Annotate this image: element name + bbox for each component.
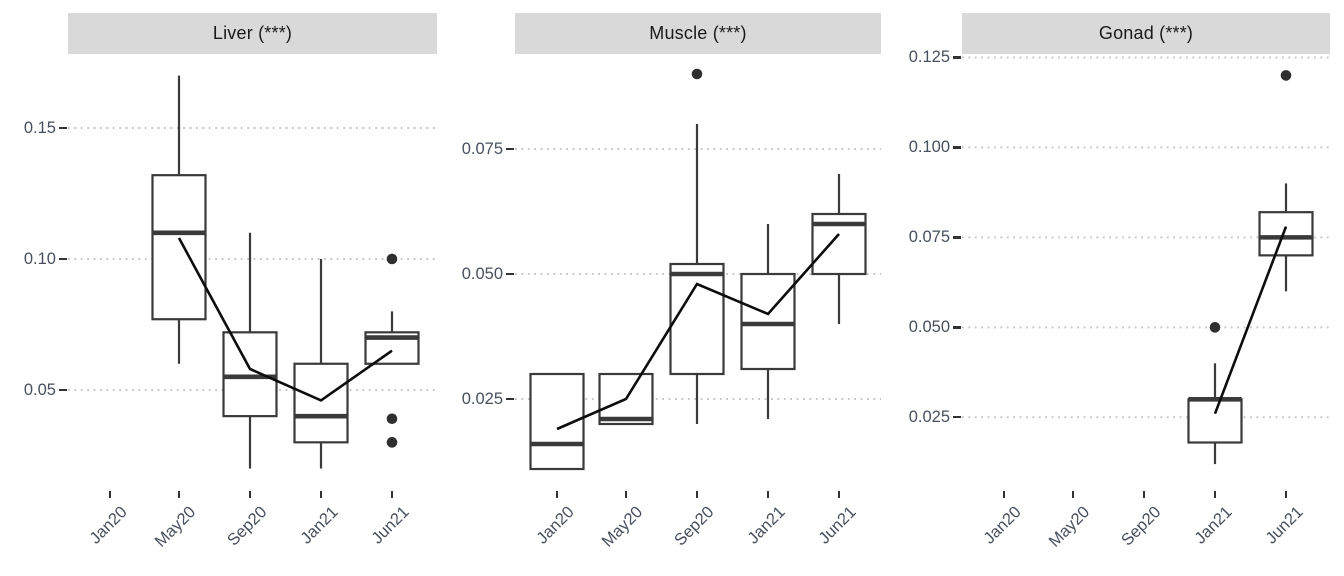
x-axis-tick-mark — [1213, 491, 1217, 498]
y-axis-tick-mark — [953, 146, 961, 149]
facet-title: Muscle (***) — [649, 23, 747, 43]
x-axis-tick-label: May20 — [151, 503, 200, 551]
mean-trend-line — [177, 237, 393, 402]
x-axis-tick-mark — [837, 491, 841, 498]
outlier-point — [386, 253, 398, 265]
outlier-point — [691, 68, 703, 80]
facet-strip: Muscle (***) — [515, 13, 881, 54]
x-axis-tick-mark — [1142, 491, 1146, 498]
x-axis-tick-mark — [1071, 491, 1075, 498]
x-axis-tick-mark — [555, 491, 559, 498]
y-axis-tick-label: 0.125 — [908, 48, 950, 67]
x-axis-tick-label: Jan21 — [297, 503, 342, 548]
y-axis-tick-label: 0.025 — [908, 408, 950, 427]
x-axis-tick-label: Jan20 — [980, 503, 1025, 548]
y-axis-tick-label: 0.075 — [908, 228, 950, 247]
x-axis-tick-label: Sep20 — [224, 503, 271, 550]
boxplot-box — [1187, 398, 1243, 444]
boxplot-box — [222, 331, 278, 418]
y-axis-tick-mark — [953, 56, 961, 59]
boxplot-box — [740, 272, 796, 371]
x-axis-tick-label: May20 — [598, 503, 647, 551]
y-axis-tick-label: 0.075 — [461, 140, 503, 158]
x-axis-tick-label: Jan20 — [86, 503, 131, 548]
y-axis-tick-label: 0.100 — [908, 138, 950, 157]
outlier-point — [386, 437, 398, 448]
boxplot-box — [1258, 211, 1314, 257]
boxplot-box — [151, 174, 207, 321]
y-axis-tick-mark — [59, 126, 67, 130]
facet-title: Liver (***) — [212, 23, 293, 43]
y-axis-tick-mark — [506, 272, 514, 276]
x-axis-tick-mark — [1284, 491, 1288, 498]
y-axis-tick-label: 0.05 — [23, 380, 56, 399]
facet-strip: Liver (***) — [68, 13, 437, 54]
y-axis-tick-mark — [953, 416, 961, 419]
panel-plot-area — [68, 75, 437, 469]
y-axis-tick-label: 0.15 — [23, 119, 56, 138]
x-axis-tick-label: Sep20 — [671, 503, 718, 550]
outlier-point — [1209, 322, 1221, 333]
x-axis-tick-label: Jan21 — [744, 503, 789, 548]
y-axis-tick-mark — [59, 388, 67, 392]
x-axis-tick-label: May20 — [1045, 503, 1094, 551]
y-axis-tick-mark — [59, 257, 67, 261]
x-axis-tick-mark — [177, 491, 181, 498]
x-axis-tick-mark — [1002, 491, 1006, 498]
mean-trend-line — [556, 233, 840, 431]
x-axis-tick-label: Jun21 — [368, 503, 413, 548]
panel-plot-area — [515, 68, 881, 471]
x-axis-tick-label: Jan21 — [1191, 503, 1236, 548]
outlier-point — [1280, 70, 1292, 81]
y-axis-tick-label: 0.025 — [461, 390, 503, 408]
y-axis-tick-label: 0.10 — [23, 249, 56, 268]
y-axis-tick-label: 0.050 — [461, 265, 503, 283]
mean-trend-line — [1213, 226, 1288, 415]
x-axis-tick-label: Sep20 — [1118, 503, 1165, 550]
x-axis-tick-mark — [108, 491, 112, 498]
x-axis-tick-mark — [390, 491, 394, 498]
x-axis-tick-mark — [624, 491, 628, 498]
x-axis-tick-mark — [766, 491, 770, 498]
y-axis-tick-label: 0.050 — [908, 318, 950, 337]
y-axis-tick-mark — [953, 236, 961, 239]
x-axis-tick-label: Jan20 — [533, 503, 578, 548]
facet-strip: Gonad (***) — [962, 13, 1330, 54]
boxplot-box — [293, 362, 349, 444]
boxplot-box — [669, 262, 725, 376]
outlier-point — [386, 413, 398, 425]
x-axis-tick-mark — [248, 491, 252, 498]
x-axis-tick-mark — [695, 491, 699, 498]
y-axis-tick-mark — [506, 397, 514, 401]
panel-plot-area — [962, 56, 1330, 465]
y-axis-tick-mark — [506, 147, 514, 151]
x-axis-tick-mark — [319, 491, 323, 498]
y-axis-tick-mark — [953, 326, 961, 329]
x-axis-tick-label: Jun21 — [1262, 503, 1307, 548]
x-axis-tick-label: Jun21 — [815, 503, 860, 548]
facet-title: Gonad (***) — [1098, 23, 1194, 43]
